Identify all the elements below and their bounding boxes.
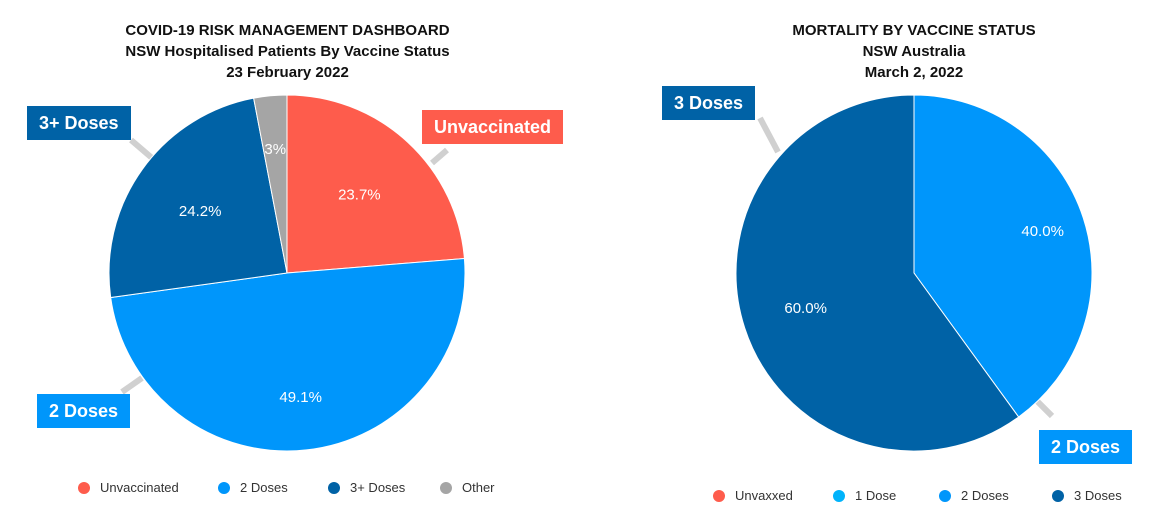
legend-dot — [1052, 489, 1064, 502]
left-leader-line-1 — [129, 137, 154, 161]
legend-item-2-doses: 2 Doses — [218, 480, 328, 495]
legend-dot — [713, 489, 725, 502]
left-slice-label-2-doses: 49.1% — [279, 389, 322, 406]
left-slice-2-doses — [110, 257, 466, 452]
right-chart-title: MORTALITY BY VACCINE STATUS — [792, 22, 1036, 39]
legend-label: 2 Doses — [961, 488, 1009, 503]
left-pie-chart: 23.7% 49.1% 24.2% 3% — [108, 94, 466, 452]
legend-item-2-doses-right: 2 Doses — [939, 488, 1052, 503]
left-slice-unvaccinated — [286, 94, 465, 274]
right-slice-label-2-doses: 40.0% — [1021, 223, 1064, 240]
left-leader-line-0 — [430, 147, 449, 166]
legend-dot — [833, 489, 845, 502]
legend-label: Other — [462, 480, 495, 495]
legend-dot — [218, 481, 230, 494]
legend-label: 1 Dose — [855, 488, 897, 503]
left-slice-3-doses — [108, 97, 288, 299]
legend-item-3plus-doses: 3+ Doses — [328, 480, 440, 495]
legend-dot — [939, 489, 951, 502]
left-slice-label-other: 3% — [264, 141, 286, 158]
legend-dot — [78, 481, 90, 494]
left-leader-line-2 — [120, 375, 144, 395]
right-chart-legend: Unvaxxed 1 Dose 2 Doses 3 Doses — [713, 488, 1122, 503]
legend-item-other: Other — [440, 480, 495, 495]
left-slice-label-unvaccinated: 23.7% — [338, 186, 381, 203]
callout-unvaccinated: Unvaccinated — [422, 110, 564, 144]
legend-item-3-doses: 3 Doses — [1052, 488, 1122, 503]
legend-item-unvaxxed: Unvaxxed — [713, 488, 833, 503]
right-slice-3-doses — [735, 94, 1020, 452]
callout-2-doses-right: 2 Doses — [1039, 430, 1133, 464]
legend-dot — [440, 481, 452, 494]
right-chart-title-block: MORTALITY BY VACCINE STATUS NSW Australi… — [600, 20, 1168, 83]
right-pie-chart: 40.0% 60.0% — [735, 94, 1093, 452]
callout-3plus-doses: 3+ Doses — [27, 106, 131, 140]
right-chart-subtitle: NSW Australia — [862, 43, 966, 60]
left-slice-other — [253, 94, 288, 274]
legend-item-unvaccinated: Unvaccinated — [78, 480, 218, 495]
legend-label: 3 Doses — [1074, 488, 1122, 503]
legend-label: Unvaxxed — [735, 488, 793, 503]
legend-item-1-dose: 1 Dose — [833, 488, 939, 503]
left-chart-subtitle: NSW Hospitalised Patients By Vaccine Sta… — [125, 43, 450, 60]
right-slice-label-3-doses: 60.0% — [784, 300, 827, 317]
left-chart-date: 23 February 2022 — [226, 64, 349, 81]
left-chart-legend: Unvaccinated 2 Doses 3+ Doses Other — [78, 480, 495, 495]
right-leader-line-0 — [757, 116, 781, 154]
callout-2-doses: 2 Doses — [37, 394, 131, 428]
left-chart-title: COVID-19 RISK MANAGEMENT DASHBOARD — [125, 22, 450, 39]
legend-label: 2 Doses — [240, 480, 288, 495]
legend-dot — [328, 481, 340, 494]
callout-3-doses: 3 Doses — [662, 86, 756, 120]
right-chart-panel: MORTALITY BY VACCINE STATUS NSW Australi… — [600, 0, 1168, 525]
left-chart-panel: COVID-19 RISK MANAGEMENT DASHBOARD NSW H… — [0, 0, 575, 525]
right-slice-2-doses — [913, 94, 1093, 418]
legend-label: Unvaccinated — [100, 480, 179, 495]
right-chart-date: March 2, 2022 — [864, 64, 964, 81]
left-slice-label-3-doses: 24.2% — [179, 203, 222, 220]
left-chart-title-block: COVID-19 RISK MANAGEMENT DASHBOARD NSW H… — [0, 20, 575, 83]
legend-label: 3+ Doses — [350, 480, 406, 495]
